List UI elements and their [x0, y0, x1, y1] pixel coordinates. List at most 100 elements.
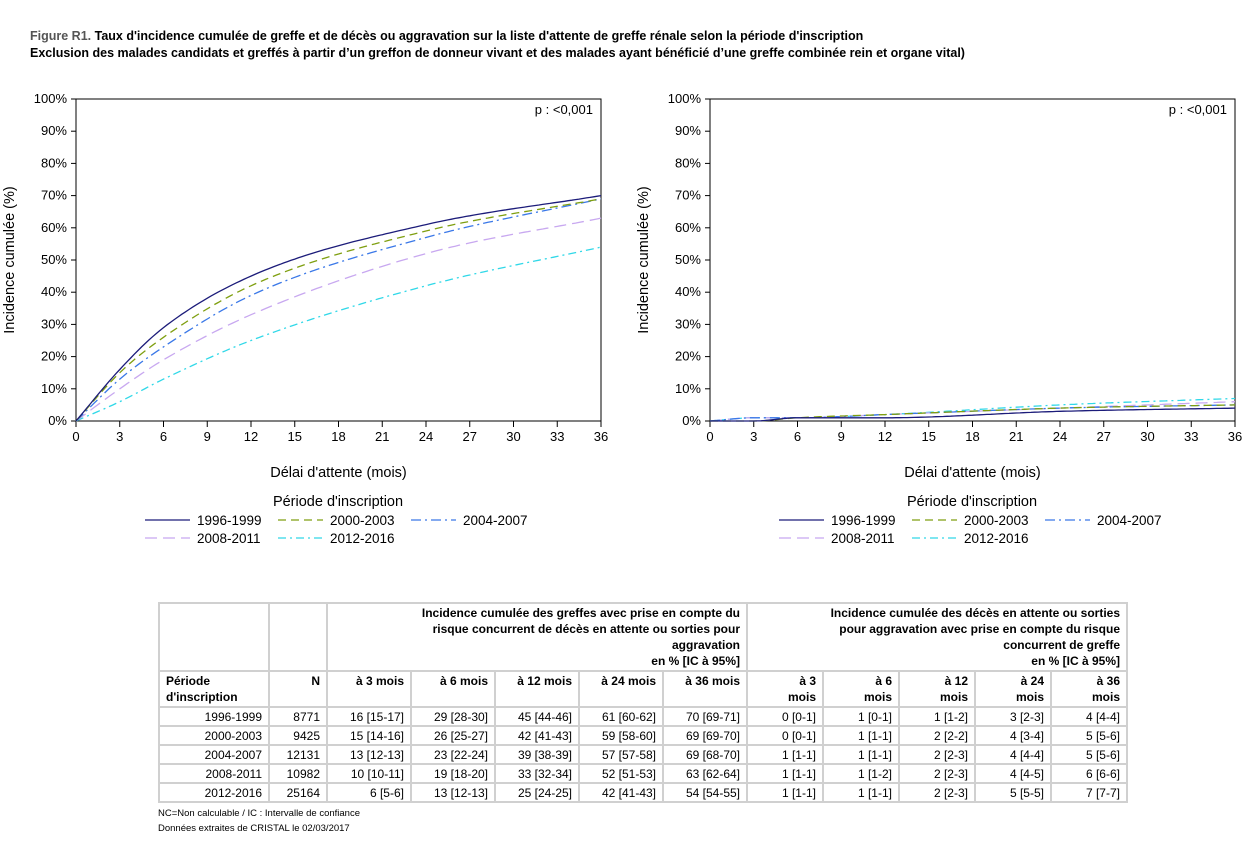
x-tick-label: 3 — [116, 429, 123, 444]
figure-title: Figure R1. Taux d'incidence cumulée de g… — [30, 29, 965, 60]
table-cell: 26 [25-27] — [410, 725, 496, 746]
x-tick-label: 21 — [375, 429, 389, 444]
table-cell: 2012-2016 — [158, 782, 270, 803]
legend-label: 2012-2016 — [330, 531, 395, 546]
y-tick-label: 100% — [34, 91, 68, 106]
table-cell: 2 [2-2] — [898, 725, 976, 746]
legend-label: 2012-2016 — [964, 531, 1029, 546]
table-cell: 12131 — [268, 744, 328, 765]
table-cell: 1 [1-1] — [746, 782, 824, 803]
legend-item: 2004-2007 — [1045, 513, 1162, 528]
y-tick-label: 50% — [675, 252, 701, 267]
legend-item: 2012-2016 — [912, 531, 1029, 546]
y-tick-label: 100% — [668, 91, 702, 106]
x-tick-label: 9 — [838, 429, 845, 444]
table-cell: 19 [18-20] — [410, 763, 496, 784]
y-tick-label: 60% — [675, 220, 701, 235]
x-tick-label: 6 — [160, 429, 167, 444]
table-cell: 8771 — [268, 706, 328, 727]
table-cell: 0 [0-1] — [746, 706, 824, 727]
legend-item: 2012-2016 — [278, 531, 395, 546]
table-row: 2004-2007 12131 13 [12-13] 23 [22-24] 39 [38… — [158, 744, 1128, 765]
legend-label: 2000-2003 — [964, 513, 1029, 528]
header-line: à 12 — [944, 674, 968, 688]
header-line: concurrent de greffe — [1003, 638, 1120, 652]
y-tick-label: 30% — [675, 316, 701, 331]
group-header-greffes: Incidence cumulée des greffes avec prise… — [326, 602, 748, 672]
table-cell: 3 [2-3] — [974, 706, 1052, 727]
x-axis-label: Délai d'attente (mois) — [270, 465, 407, 481]
y-axis-label: Incidence cumulée (%) — [636, 186, 652, 334]
legend-label: 1996-1999 — [197, 513, 262, 528]
x-tick-label: 18 — [331, 429, 345, 444]
x-axis-label: Délai d'attente (mois) — [904, 465, 1041, 481]
table-cell: 69 [69-70] — [662, 725, 748, 746]
x-tick-label: 12 — [878, 429, 892, 444]
column-header: à 36 mois — [1050, 670, 1128, 708]
legend-title: Période d'inscription — [907, 494, 1037, 510]
table-cell: 9425 — [268, 725, 328, 746]
y-tick-label: 70% — [41, 188, 67, 203]
table-row: 2012-2016 25164 6 [5-6] 13 [12-13] 25 [24-25… — [158, 782, 1128, 803]
column-header: à 12 mois — [898, 670, 976, 708]
header-line: à 6 — [875, 674, 892, 688]
table-cell: 10 [10-11] — [326, 763, 412, 784]
table-cell: 1 [1-1] — [746, 763, 824, 784]
table-cell: 23 [22-24] — [410, 744, 496, 765]
series-line-2008-2011 — [75, 217, 602, 422]
y-tick-label: 30% — [41, 316, 67, 331]
table-cell: 7 [7-7] — [1050, 782, 1128, 803]
table-cell: 2000-2003 — [158, 725, 270, 746]
header-line: pour aggravation avec prise en compte du… — [839, 622, 1120, 636]
x-tick-label: 27 — [463, 429, 477, 444]
charts: 0%10%20%30%40%50%60%70%80%90%100%0 3 6 9 12 1… — [2, 91, 1242, 546]
legend-label: 1996-1999 — [831, 513, 896, 528]
table-cell: 1 [1-1] — [822, 725, 900, 746]
y-tick-label: 40% — [41, 284, 67, 299]
x-tick-label: 15 — [288, 429, 302, 444]
table-cell: 54 [54-55] — [662, 782, 748, 803]
p-value-annotation: p : <0,001 — [535, 102, 593, 117]
series-line-2012-2016 — [709, 397, 1236, 422]
table-cell: 5 [5-5] — [974, 782, 1052, 803]
series-line-2000-2003 — [75, 198, 602, 422]
header-line: Incidence cumulée des greffes avec prise… — [421, 606, 740, 620]
header-line: à 24 — [1020, 674, 1044, 688]
x-tick-label: 30 — [1140, 429, 1154, 444]
x-tick-label: 9 — [204, 429, 211, 444]
table-cell: 1 [1-2] — [898, 706, 976, 727]
table-cell: 16 [15-17] — [326, 706, 412, 727]
y-tick-label: 80% — [675, 155, 701, 170]
legend-item: 2008-2011 — [779, 531, 895, 546]
plot-frame — [75, 98, 602, 422]
table-cell: 57 [57-58] — [578, 744, 664, 765]
table-cell: 6 [6-6] — [1050, 763, 1128, 784]
table-cell: 33 [32-34] — [494, 763, 580, 784]
legend-label: 2008-2011 — [831, 531, 895, 546]
table-cell: 59 [58-60] — [578, 725, 664, 746]
table-row: 1996-1999 8771 16 [15-17] 29 [28-30] 45 [44-… — [158, 706, 1128, 727]
column-header: à 3 mois — [326, 670, 412, 708]
table-cell: 4 [4-4] — [1050, 706, 1128, 727]
legend-item: 2000-2003 — [278, 513, 395, 528]
x-tick-label: 24 — [419, 429, 433, 444]
table-cell: 61 [60-62] — [578, 706, 664, 727]
table-cell: 69 [68-70] — [662, 744, 748, 765]
y-tick-label: 40% — [675, 284, 701, 299]
chart-1: 0%10%20%30%40%50%60%70%80%90%100%0 3 6 9 12 1… — [2, 91, 608, 546]
column-header: à 6 mois — [822, 670, 900, 708]
column-header-n: N — [268, 670, 328, 708]
x-tick-label: 33 — [550, 429, 564, 444]
y-tick-label: 60% — [41, 220, 67, 235]
x-tick-label: 30 — [506, 429, 520, 444]
table-cell: 29 [28-30] — [410, 706, 496, 727]
x-tick-label: 6 — [794, 429, 801, 444]
table-cell: 2 [2-3] — [898, 744, 976, 765]
header-line: en % [IC à 95%] — [651, 654, 740, 668]
x-tick-label: 0 — [72, 429, 79, 444]
table-cell: 2008-2011 — [158, 763, 270, 784]
y-tick-label: 70% — [675, 188, 701, 203]
legend-item: 2008-2011 — [145, 531, 261, 546]
legend-item: 2000-2003 — [912, 513, 1029, 528]
header-line: à 3 — [799, 674, 816, 688]
